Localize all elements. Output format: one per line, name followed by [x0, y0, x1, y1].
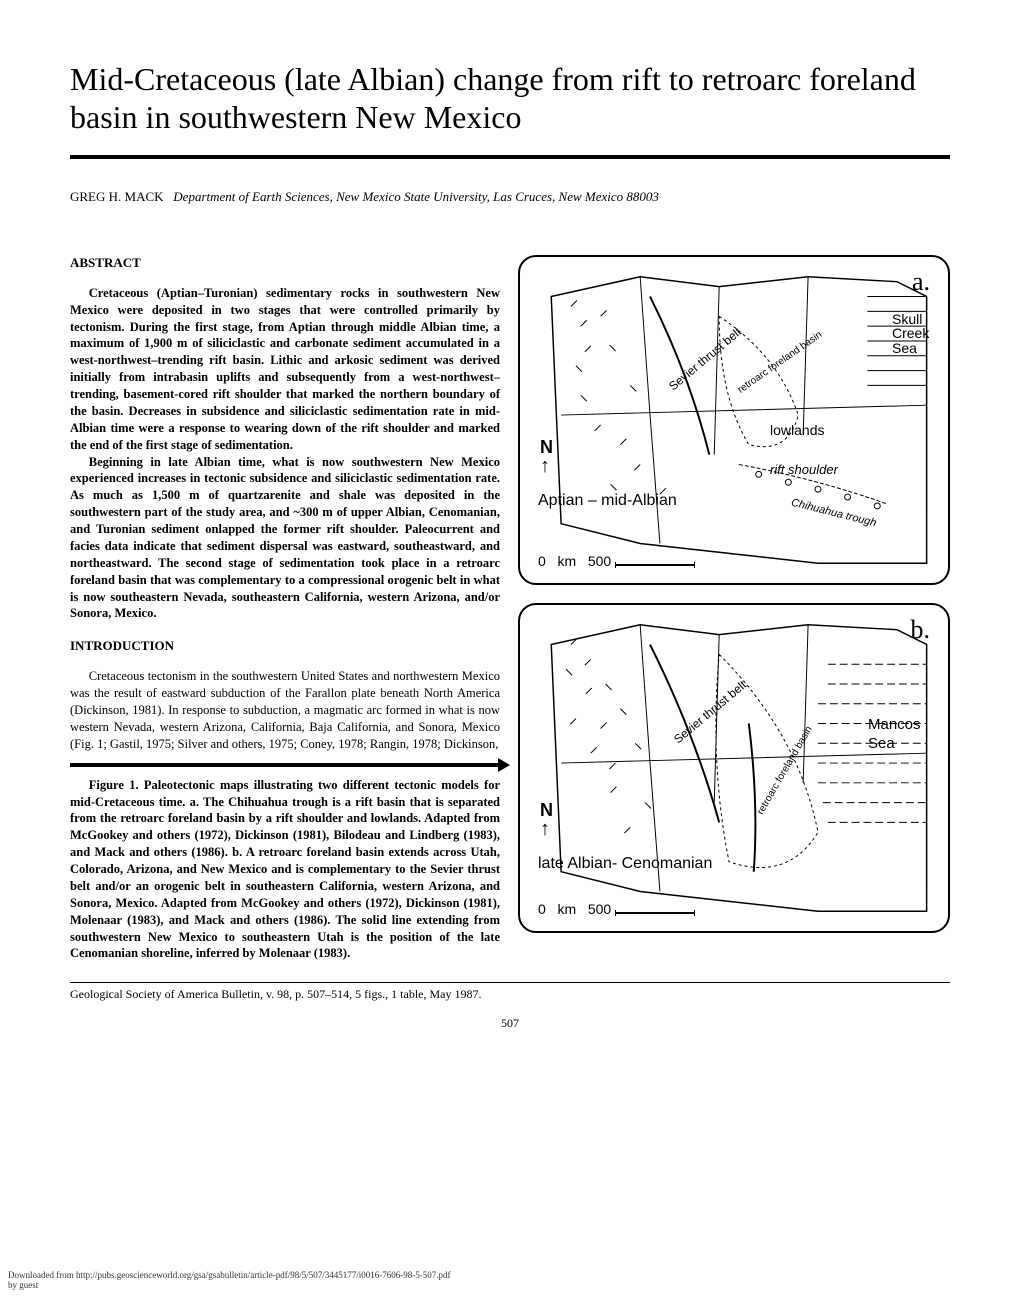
label-skull-creek-sea: Skull Creek Sea [892, 312, 940, 356]
download-line-1: Downloaded from http://pubs.geosciencewo… [8, 1271, 451, 1281]
figure-1b: b. N ↑ [518, 603, 950, 933]
scale-max-b: 500 [588, 901, 611, 917]
north-label: N [540, 437, 553, 457]
two-column-layout: ABSTRACT Cretaceous (Aptian–Turonian) se… [70, 255, 950, 963]
scale-unit-b: km [557, 901, 576, 917]
author-affiliation: Department of Earth Sciences, New Mexico… [173, 189, 659, 204]
figure-1a: a. [518, 255, 950, 585]
label-mancos-sea: Mancos Sea [868, 715, 938, 754]
figure-1b-label: b. [911, 615, 931, 645]
scale-zero: 0 [538, 553, 546, 569]
article-title: Mid-Cretaceous (late Albian) change from… [70, 60, 950, 137]
figure-1b-north: N ↑ [540, 800, 553, 837]
label-lowlands: lowlands [770, 422, 824, 438]
north-arrow-icon: ↑ [540, 821, 553, 837]
download-line-2: by guest [8, 1281, 451, 1291]
abstract-paragraph-1: Cretaceous (Aptian–Turonian) sedimentary… [70, 285, 500, 454]
right-column: a. [518, 255, 950, 963]
page-number: 507 [70, 1016, 950, 1031]
figure-1a-label: a. [912, 267, 930, 297]
figure-1a-map [520, 257, 948, 583]
figure-1a-scale: 0 km 500 [538, 553, 695, 569]
scale-zero-b: 0 [538, 901, 546, 917]
download-watermark: Downloaded from http://pubs.geosciencewo… [8, 1271, 451, 1291]
author-line: GREG H. MACK Department of Earth Science… [70, 189, 950, 205]
north-arrow-icon: ↑ [540, 458, 553, 474]
label-rift-shoulder: rift shoulder [770, 462, 838, 477]
figure-1a-north: N ↑ [540, 437, 553, 474]
left-column: ABSTRACT Cretaceous (Aptian–Turonian) se… [70, 255, 500, 963]
introduction-block: Cretaceous tectonism in the southwestern… [70, 668, 500, 752]
introduction-heading: INTRODUCTION [70, 638, 500, 654]
figure-1a-timerange: Aptian – mid-Albian [538, 492, 677, 510]
figure-1b-scale: 0 km 500 [538, 901, 695, 917]
abstract-heading: ABSTRACT [70, 255, 500, 271]
figure-1b-timerange: late Albian- Cenomanian [538, 855, 712, 873]
introduction-paragraph-1: Cretaceous tectonism in the southwestern… [70, 668, 500, 752]
scale-max: 500 [588, 553, 611, 569]
figure-1b-map [520, 605, 948, 931]
north-label-b: N [540, 800, 553, 820]
citation-footer: Geological Society of America Bulletin, … [70, 982, 950, 1002]
abstract-block: Cretaceous (Aptian–Turonian) sedimentary… [70, 285, 500, 623]
figure-1-caption: Figure 1. Paleotectonic maps illustratin… [70, 777, 500, 963]
author-name: GREG H. MACK [70, 189, 164, 204]
title-rule [70, 155, 950, 159]
scale-unit: km [557, 553, 576, 569]
abstract-paragraph-2: Beginning in late Albian time, what is n… [70, 454, 500, 623]
figure-caption-rule [70, 763, 500, 767]
